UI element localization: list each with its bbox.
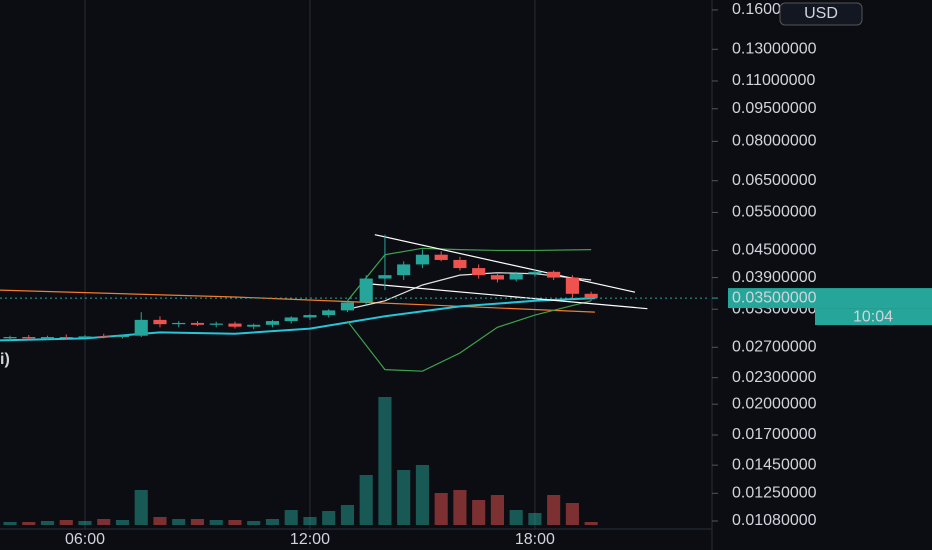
volume-bar	[190, 519, 205, 525]
y-tick-label: 0.04500000	[732, 242, 817, 259]
volume-pane	[3, 397, 598, 525]
volume-bar	[434, 493, 448, 525]
indicator-line	[374, 234, 636, 293]
last-price-box	[728, 288, 932, 309]
candle-body	[340, 302, 355, 311]
volume-bar	[547, 495, 561, 525]
candle-body	[265, 321, 280, 325]
volume-bar	[172, 519, 186, 525]
candle-body	[434, 254, 448, 260]
y-tick-label: 0.01700000	[732, 426, 817, 443]
candle-body	[172, 322, 186, 325]
volume-bar	[153, 517, 167, 525]
y-tick-label: 0.08000000	[732, 133, 817, 150]
volume-bar	[565, 503, 579, 525]
volume-bar	[134, 490, 148, 525]
y-tick-label: 0.01080000	[732, 512, 817, 529]
indicator-line	[346, 300, 592, 372]
countdown-box	[815, 308, 932, 326]
volume-bar	[40, 521, 55, 525]
volume-bar	[228, 520, 242, 525]
volume-bar	[509, 510, 523, 525]
candle-body	[472, 268, 486, 276]
candle-body	[303, 315, 317, 318]
volume-bar	[490, 495, 504, 525]
volume-bar	[415, 465, 429, 525]
volume-bar	[378, 397, 392, 525]
y-tick-label: 0.05500000	[732, 204, 817, 221]
indicator-line	[0, 289, 595, 313]
volume-bar	[59, 520, 73, 525]
indicator-line	[359, 282, 648, 310]
candle-body	[397, 264, 411, 276]
grid	[84, 0, 536, 530]
y-tick-label: 0.02300000	[732, 369, 817, 386]
volume-bar	[284, 510, 298, 525]
currency-label[interactable]: USD	[804, 5, 838, 22]
candle-body	[134, 319, 148, 336]
x-tick-label: 06:00	[65, 531, 105, 548]
legend-fragment: i)	[0, 351, 10, 368]
volume-bar	[22, 522, 36, 525]
candle-body	[284, 317, 298, 322]
volume-bar	[209, 520, 223, 525]
candle-body	[115, 335, 130, 338]
candle-body	[359, 278, 373, 303]
volume-bar	[453, 490, 467, 525]
countdown-label: 10:04	[853, 308, 893, 325]
y-tick-label: 0.03900000	[732, 269, 817, 286]
y-tick-label: 0.09500000	[732, 100, 817, 117]
y-tick-label: 0.02700000	[732, 339, 817, 356]
candle-body	[22, 337, 36, 339]
candle-body	[153, 319, 167, 325]
candle-body	[509, 273, 523, 280]
candle-body	[584, 293, 598, 299]
last-price-label: 0.03500000	[732, 289, 817, 306]
volume-bar	[584, 522, 598, 525]
y-tick-label: 0.01250000	[732, 485, 817, 502]
candle-body	[40, 337, 55, 339]
volume-bar	[303, 517, 317, 525]
volume-bar	[115, 520, 130, 525]
volume-bar	[3, 522, 17, 525]
x-tick-label: 12:00	[290, 531, 330, 548]
candle-body	[490, 275, 504, 280]
volume-bar	[528, 513, 542, 525]
candle-body	[228, 323, 242, 327]
y-tick-label: 0.01450000	[732, 456, 817, 473]
candle-body	[78, 336, 92, 338]
volume-bar	[97, 519, 111, 525]
candle-body	[453, 259, 467, 269]
volume-bar	[322, 511, 336, 525]
candle-body	[415, 254, 429, 265]
y-tick-label: 0.06500000	[732, 172, 817, 189]
candle-body	[378, 275, 392, 279]
volume-bar	[78, 521, 92, 525]
y-tick-label: 0.13000000	[732, 41, 817, 58]
candle-body	[3, 337, 17, 339]
candle-body	[565, 277, 579, 294]
candle-body	[59, 337, 73, 339]
candle-body	[547, 271, 561, 278]
volume-bar	[397, 470, 411, 525]
candle-body	[209, 323, 223, 325]
candles	[3, 234, 598, 341]
candle-body	[247, 324, 261, 327]
volume-bar	[247, 521, 261, 525]
volume-bar	[340, 505, 355, 525]
y-tick-label: 0.11000000	[732, 72, 815, 89]
y-tick-label: 0.02000000	[732, 395, 817, 412]
currency-button[interactable]	[779, 2, 863, 26]
candle-body	[190, 322, 205, 325]
candle-body	[322, 310, 336, 316]
volume-bar	[472, 500, 486, 525]
candle-body	[528, 271, 542, 274]
volume-bar	[359, 475, 373, 525]
volume-bar	[265, 519, 280, 525]
candle-body	[97, 336, 111, 338]
x-tick-label: 18:00	[515, 531, 555, 548]
